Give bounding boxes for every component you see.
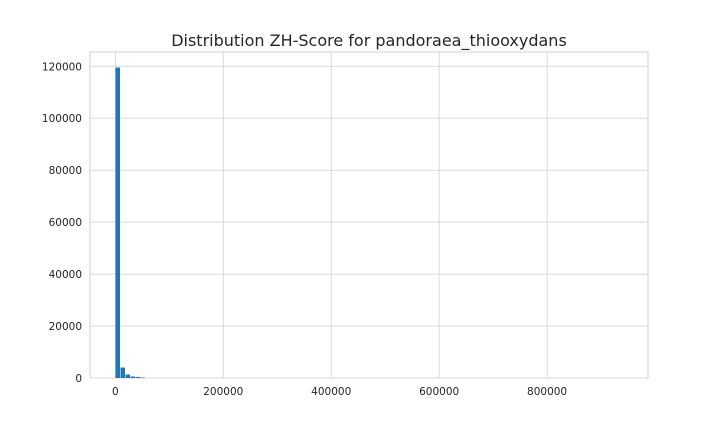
histogram-bar	[135, 376, 141, 378]
x-tick-label: 400000	[311, 386, 351, 398]
x-tick-label: 0	[112, 386, 119, 398]
y-tick-label: 100000	[42, 113, 82, 125]
y-tick-label: 60000	[49, 217, 82, 229]
plot-area	[89, 51, 649, 379]
histogram-bars	[115, 67, 166, 378]
x-tick-label: 800000	[527, 386, 567, 398]
y-axis-ticks: 0 20000 40000 60000 80000 100000 120000	[42, 61, 82, 385]
y-tick-label: 20000	[49, 321, 82, 333]
x-axis-ticks: 0 200000 400000 600000 800000	[112, 386, 567, 398]
histogram-bar	[115, 67, 120, 378]
y-tick-label: 80000	[49, 165, 82, 177]
y-tick-label: 40000	[49, 269, 82, 281]
y-tick-label: 0	[75, 373, 82, 385]
histogram-bar	[130, 376, 136, 378]
histogram-bar	[120, 367, 125, 378]
grid-lines	[90, 52, 648, 379]
chart-title: Distribution ZH-Score for pandoraea_thio…	[171, 31, 567, 51]
x-tick-label: 200000	[203, 386, 243, 398]
histogram-bar	[125, 374, 130, 378]
y-tick-label: 120000	[42, 61, 82, 73]
x-tick-label: 600000	[419, 386, 459, 398]
